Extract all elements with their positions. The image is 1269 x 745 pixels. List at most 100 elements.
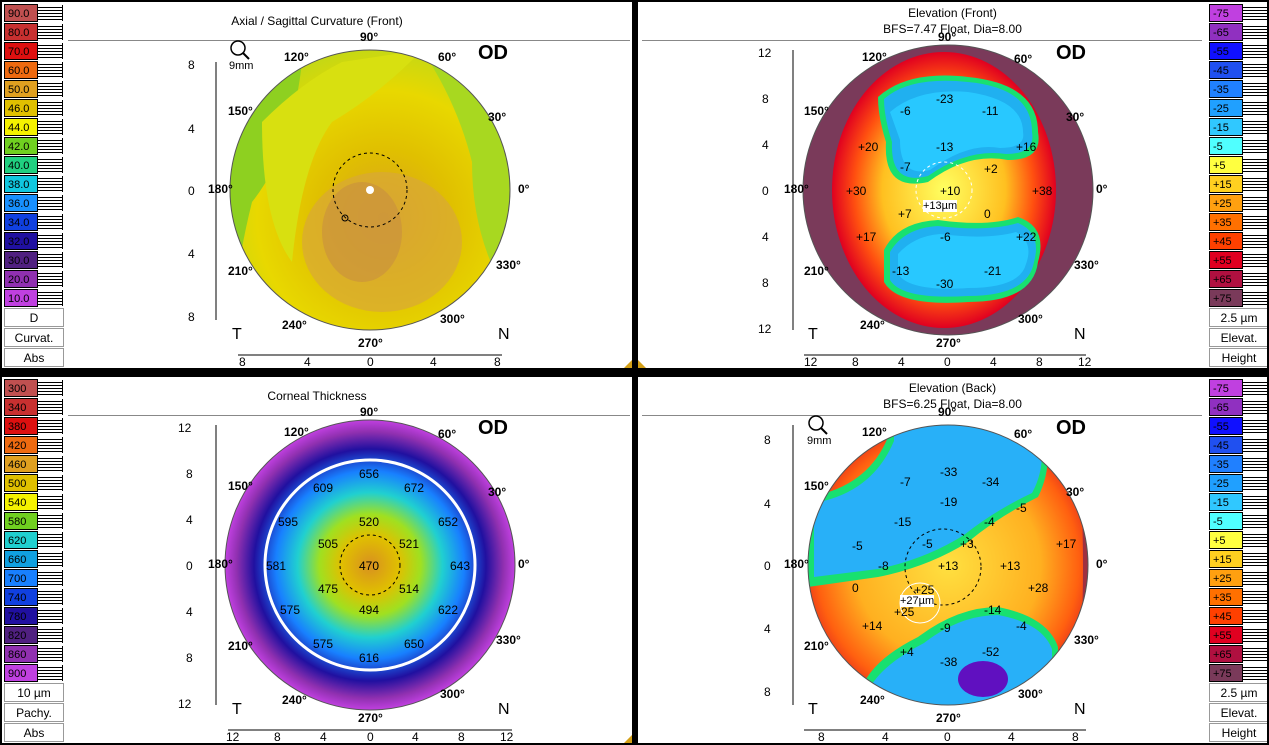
axial-curvature-panel[interactable]: 90.0 80.0 70.0 60.0 50.0 46.0 44.0 42.0 40.0 38.0… bbox=[2, 2, 632, 368]
legend-swatch: -15 bbox=[1209, 493, 1267, 511]
nasal-label: N bbox=[498, 326, 510, 343]
title-divider bbox=[68, 415, 630, 416]
legend-mode-button[interactable]: Pachy. bbox=[4, 703, 64, 722]
title-divider bbox=[68, 40, 630, 41]
legend-swatch: 34.0 bbox=[4, 213, 63, 231]
legend-swatch: +35 bbox=[1209, 213, 1267, 231]
nasal-label: N bbox=[1074, 326, 1086, 343]
legend-swatch: 300 bbox=[4, 379, 63, 397]
legend-swatch: +15 bbox=[1209, 550, 1267, 568]
legend-swatch: -65 bbox=[1209, 398, 1267, 416]
legend-swatch: +45 bbox=[1209, 607, 1267, 625]
legend-swatch: -75 bbox=[1209, 379, 1267, 397]
legend-swatch: -25 bbox=[1209, 99, 1267, 117]
legend-swatch: 30.0 bbox=[4, 251, 63, 269]
legend-unit: D bbox=[4, 308, 64, 327]
panel-title: Axial / Sagittal Curvature (Front) bbox=[231, 14, 403, 28]
legend-swatch: 32.0 bbox=[4, 232, 63, 250]
legend-mode-button[interactable]: Elevat. bbox=[1209, 328, 1267, 347]
legend-swatch: 38.0 bbox=[4, 175, 63, 193]
legend-swatch: +75 bbox=[1209, 289, 1267, 307]
legend-swatch: 36.0 bbox=[4, 194, 63, 212]
curvature-legend: 90.0 80.0 70.0 60.0 50.0 46.0 44.0 42.0 40.0 38.0… bbox=[4, 4, 64, 308]
legend-swatch: 70.0 bbox=[4, 42, 63, 60]
legend-mode-button[interactable]: Elevat. bbox=[1209, 703, 1267, 722]
legend-swatch: 460 bbox=[4, 455, 63, 473]
legend-swatch: +65 bbox=[1209, 270, 1267, 288]
nasal-label: N bbox=[498, 701, 510, 718]
temporal-label: T bbox=[808, 326, 818, 343]
legend-swatch: -35 bbox=[1209, 455, 1267, 473]
legend-scale-button[interactable]: Abs bbox=[4, 348, 64, 367]
legend-swatch: -55 bbox=[1209, 42, 1267, 60]
eye-label: OD bbox=[1056, 417, 1086, 439]
legend-swatch: +5 bbox=[1209, 156, 1267, 174]
legend-swatch: +45 bbox=[1209, 232, 1267, 250]
panel-subtitle: BFS=6.25 Float, Dia=8.00 bbox=[883, 397, 1022, 411]
legend-swatch: +5 bbox=[1209, 531, 1267, 549]
legend-swatch: 50.0 bbox=[4, 80, 63, 98]
legend-unit: 2.5 µm bbox=[1209, 308, 1267, 327]
panel-title: Corneal Thickness bbox=[267, 389, 367, 403]
resize-handle[interactable] bbox=[638, 360, 646, 368]
zoom-icon[interactable] bbox=[229, 39, 250, 60]
legend-swatch: 20.0 bbox=[4, 270, 63, 288]
zoom-icon[interactable] bbox=[807, 414, 829, 436]
legend-swatch: 340 bbox=[4, 398, 63, 416]
legend-swatch: 80.0 bbox=[4, 23, 63, 41]
legend-swatch: +25 bbox=[1209, 194, 1267, 212]
legend-swatch: 660 bbox=[4, 550, 63, 568]
legend-swatch: +75 bbox=[1209, 664, 1267, 682]
legend-swatch: 700 bbox=[4, 569, 63, 587]
legend-swatch: 500 bbox=[4, 474, 63, 492]
elevation-legend: -75 -65 -55 -45 -35 -25 -15 -5 +5 +15 +25 +35 +45 +55… bbox=[1209, 379, 1267, 683]
elevation-front-map bbox=[792, 44, 1094, 356]
panel-subtitle: BFS=7.47 Float, Dia=8.00 bbox=[883, 22, 1022, 36]
legend-swatch: 740 bbox=[4, 588, 63, 606]
legend-mode-button[interactable]: Curvat. bbox=[4, 328, 64, 347]
legend-unit: 2.5 µm bbox=[1209, 683, 1267, 702]
elevation-back-panel[interactable]: Elevation (Back) BFS=6.25 Float, Dia=8.0… bbox=[638, 377, 1267, 743]
legend-swatch: 10.0 bbox=[4, 289, 63, 307]
legend-swatch: +15 bbox=[1209, 175, 1267, 193]
legend-swatch: 42.0 bbox=[4, 137, 63, 155]
legend-swatch: 420 bbox=[4, 436, 63, 454]
legend-swatch: +55 bbox=[1209, 626, 1267, 644]
legend-scale-button[interactable]: Abs bbox=[4, 723, 64, 742]
legend-swatch: 580 bbox=[4, 512, 63, 530]
temporal-label: T bbox=[232, 326, 242, 343]
pachymetry-legend: 300 340 380 420 460 500 540 580 620 660 700 740 780 8… bbox=[4, 379, 64, 683]
legend-swatch: 620 bbox=[4, 531, 63, 549]
elevation-back-map bbox=[792, 424, 1089, 731]
resize-handle[interactable] bbox=[624, 735, 632, 743]
legend-swatch: +55 bbox=[1209, 251, 1267, 269]
thickness-map bbox=[215, 419, 516, 731]
legend-swatch: 380 bbox=[4, 417, 63, 435]
temporal-label: T bbox=[232, 701, 242, 718]
legend-swatch: 46.0 bbox=[4, 99, 63, 117]
axial-map bbox=[215, 49, 511, 356]
legend-swatch: 540 bbox=[4, 493, 63, 511]
resize-handle[interactable] bbox=[624, 360, 632, 368]
eye-label: OD bbox=[478, 417, 508, 439]
legend-swatch: +25 bbox=[1209, 569, 1267, 587]
legend-swatch: -5 bbox=[1209, 512, 1267, 530]
panel-title: Elevation (Front) bbox=[908, 6, 997, 20]
nasal-label: N bbox=[1074, 701, 1086, 718]
legend-swatch: 40.0 bbox=[4, 156, 63, 174]
legend-swatch: 860 bbox=[4, 645, 63, 663]
temporal-label: T bbox=[808, 701, 818, 718]
elevation-front-panel[interactable]: Elevation (Front) BFS=7.47 Float, Dia=8.… bbox=[638, 2, 1267, 368]
legend-swatch: 60.0 bbox=[4, 61, 63, 79]
elevation-legend: -75 -65 -55 -45 -35 -25 -15 -5 +5 +15 +25 +35 +45 +55… bbox=[1209, 4, 1267, 308]
legend-unit: 10 µm bbox=[4, 683, 64, 702]
corneal-thickness-panel[interactable]: 300 340 380 420 460 500 540 580 620 660 700 740 780 8… bbox=[2, 377, 632, 743]
legend-swatch: -45 bbox=[1209, 436, 1267, 454]
legend-swatch: -35 bbox=[1209, 80, 1267, 98]
title-divider bbox=[642, 415, 1202, 416]
legend-scale-button[interactable]: Height bbox=[1209, 723, 1267, 742]
legend-swatch: +35 bbox=[1209, 588, 1267, 606]
eye-label: OD bbox=[478, 42, 508, 64]
zoom-label: 9mm bbox=[807, 435, 832, 447]
legend-scale-button[interactable]: Height bbox=[1209, 348, 1267, 367]
